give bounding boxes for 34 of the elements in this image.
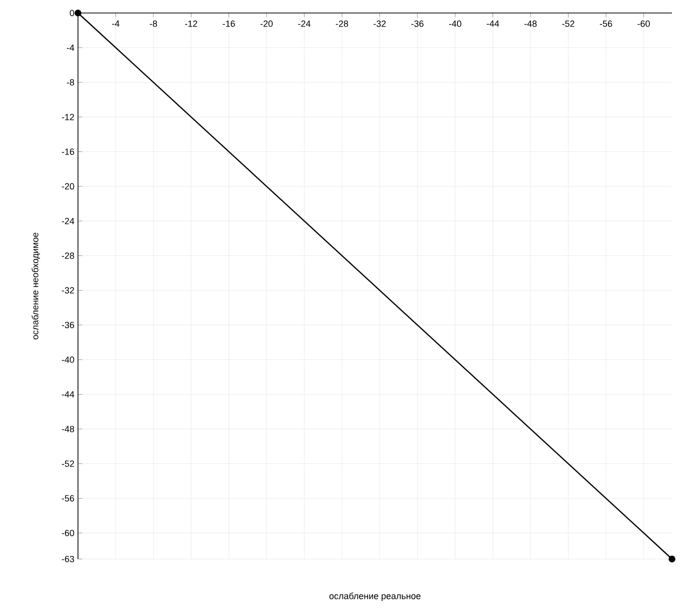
y-tick-label: -44 <box>62 391 74 398</box>
y-tick-label: -48 <box>62 426 74 432</box>
y-tick-label: -12 <box>62 114 74 120</box>
x-tick-label: -36 <box>411 20 424 27</box>
x-tick-label: -4 <box>112 20 120 27</box>
y-tick-label: -16 <box>62 148 74 155</box>
y-tick-label: -52 <box>62 460 74 467</box>
x-tick-label: -40 <box>449 20 462 27</box>
y-axis-title: ослабление необходимое <box>32 232 40 340</box>
x-tick-label: -48 <box>524 20 537 27</box>
y-tick-label: 0 <box>70 10 74 16</box>
x-tick-label: -24 <box>298 20 310 27</box>
x-axis-title: ослабление реальное <box>329 592 420 601</box>
y-tick-label: -24 <box>62 218 74 224</box>
x-tick-label: -28 <box>336 20 348 27</box>
x-tick-label: -52 <box>562 20 574 27</box>
x-tick-label: -16 <box>222 20 235 27</box>
y-tick-label: -8 <box>66 79 74 86</box>
y-tick-label: -60 <box>62 530 74 536</box>
x-tick-label: -56 <box>600 20 612 27</box>
y-tick-label: -28 <box>62 252 74 259</box>
x-tick-label: -32 <box>374 20 386 27</box>
x-tick-label: -8 <box>150 20 158 27</box>
y-tick-label: -63 <box>62 556 74 562</box>
x-tick-label: -60 <box>638 20 650 27</box>
y-tick-label: -56 <box>62 495 74 502</box>
x-tick-label: -44 <box>486 20 500 27</box>
y-tick-label: -40 <box>62 356 74 363</box>
x-tick-label: -12 <box>185 20 198 27</box>
y-tick-label: -20 <box>62 183 74 190</box>
x-tick-label: -20 <box>260 20 273 27</box>
y-tick-label: -4 <box>66 44 74 51</box>
y-tick-label: -36 <box>62 322 74 328</box>
y-tick-label: -32 <box>62 287 74 294</box>
